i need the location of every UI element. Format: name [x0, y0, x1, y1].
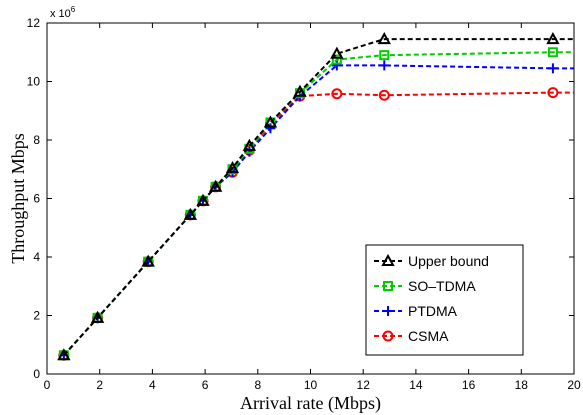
x-tick-label: 14: [409, 378, 423, 392]
y-tick-label: 0: [33, 367, 40, 381]
x-tick-label: 8: [254, 378, 261, 392]
legend-item: SO–TDMA: [374, 278, 476, 294]
y-tick-label: 2: [33, 309, 40, 323]
data-point-square: [379, 50, 390, 61]
data-point-circle: [378, 89, 390, 101]
legend-item: Upper bound: [374, 253, 489, 269]
data-point-plus: [547, 63, 558, 74]
data-point-triangle: [381, 253, 395, 266]
data-point-circle: [382, 330, 394, 342]
x-tick-label: 18: [515, 378, 529, 392]
data-point-circle: [547, 87, 559, 99]
y-tick-label: 8: [33, 133, 40, 147]
data-point-plus: [331, 60, 342, 71]
x-axis-label: Arrival rate (Mbps): [240, 393, 381, 414]
data-point-triangle: [293, 84, 307, 97]
data-point-triangle: [377, 32, 391, 45]
data-point-square: [547, 47, 558, 58]
data-point-triangle: [225, 161, 240, 174]
data-point-square: [331, 54, 342, 65]
legend-item: PTDMA: [374, 303, 458, 319]
y-tick-label: 4: [33, 250, 40, 264]
x-tick-label: 12: [357, 378, 371, 392]
data-point-triangle: [57, 348, 71, 361]
y-tick-label: 12: [27, 16, 41, 30]
legend-item: CSMA: [374, 328, 449, 344]
data-point-triangle: [546, 32, 560, 45]
series-layer: [57, 32, 574, 361]
x-tick-label: 4: [149, 378, 156, 392]
y-axis-exponent-label: x 106: [50, 5, 76, 20]
x-tick-label: 0: [44, 378, 51, 392]
legend-label: PTDMA: [408, 303, 458, 319]
y-axis-exponent-power: 6: [71, 5, 76, 14]
x-tick-label: 2: [96, 378, 103, 392]
data-point-triangle: [141, 254, 155, 267]
x-tick-label: 20: [567, 378, 581, 392]
x-tick-label: 6: [202, 378, 209, 392]
y-tick-label: 10: [27, 75, 41, 89]
data-point-triangle: [90, 310, 105, 323]
data-point-circle: [331, 88, 343, 100]
data-point-plus: [379, 60, 390, 71]
series-line: [63, 38, 574, 356]
data-point-triangle: [242, 138, 257, 151]
y-axis-exponent-base: x 10: [50, 8, 71, 20]
data-point-square: [383, 281, 393, 291]
x-tick-label: 10: [304, 378, 318, 392]
y-axis-ticks: 0 2 4 6 8 10 12: [27, 16, 574, 381]
data-point-triangle: [183, 207, 198, 220]
data-point-triangle: [196, 193, 210, 206]
data-point-triangle: [330, 46, 344, 59]
y-axis-label: Throughput Mbps: [8, 133, 28, 264]
y-tick-label: 6: [33, 192, 40, 206]
legend-label: Upper bound: [408, 253, 489, 269]
legend-label: CSMA: [408, 328, 449, 344]
x-axis-ticks: 0 2 4 6 8 10 12 14 16 18 20: [44, 23, 581, 392]
x-tick-label: 16: [462, 378, 476, 392]
data-point-triangle: [263, 115, 278, 128]
data-point-plus: [383, 306, 393, 316]
data-point-triangle: [208, 179, 223, 192]
data-point-plus: [265, 123, 276, 134]
series-upper-bound: [57, 32, 574, 361]
legend: Upper bound SO–TDMA PTDMA CSMA: [365, 244, 524, 356]
legend-label: SO–TDMA: [408, 278, 476, 294]
